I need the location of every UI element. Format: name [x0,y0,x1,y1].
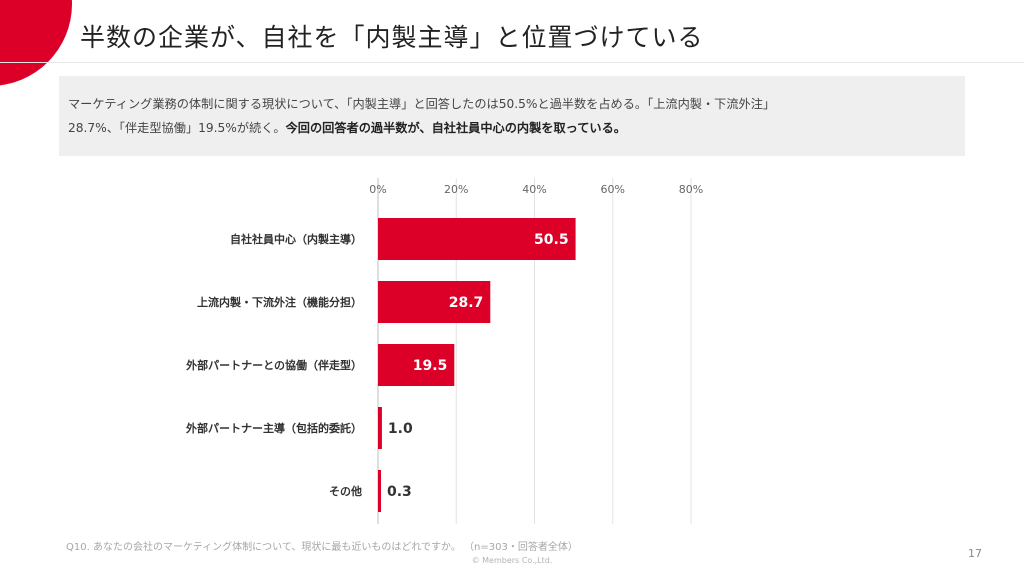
page-number: 17 [968,547,982,560]
summary-line-1: マーケティング業務の体制に関する現状について、「内製主導」と回答したのは50.5… [68,97,776,111]
x-tick-label: 20% [444,183,468,196]
data-label: 1.0 [388,421,413,437]
summary-bold-text: 今回の回答者の過半数が、自社社員中心の内製を取っている。 [285,121,626,135]
category-label: 上流内製・下流外注（機能分担） [197,295,362,309]
category-label: 外部パートナー主導（包括的委託） [185,421,362,435]
x-tick-label: 60% [601,183,625,196]
bar [378,281,491,323]
data-label: 19.5 [413,358,448,374]
category-label: その他 [329,484,362,498]
summary-regular-text: 28.7%、「伴走型協働」19.5%が続く。 [68,121,286,135]
question-footnote: Q10. あなたの会社のマーケティング体制について、現状に最も近いものはどれです… [66,542,578,553]
title-divider [0,62,1024,63]
bar [378,344,455,386]
bar [378,218,576,260]
corner-accent-shape [0,0,80,92]
summary-box: マーケティング業務の体制に関する現状について、「内製主導」と回答したのは50.5… [59,76,965,156]
slide-title: 半数の企業が、自社を「内製主導」と位置づけている [80,23,704,52]
x-tick-label: 80% [679,183,703,196]
category-label: 自社社員中心（内製主導） [230,232,362,246]
summary-line-2: 28.7%、「伴走型協働」19.5%が続く。今回の回答者の過半数が、自社社員中心… [68,116,955,140]
x-tick-label: 0% [369,183,386,196]
copyright-text: © Members Co.,Ltd. [471,556,553,565]
data-label: 28.7 [449,295,484,311]
x-tick-label: 40% [522,183,546,196]
category-label: 外部パートナーとの協働（伴走型） [185,358,362,372]
data-label: 50.5 [534,232,569,248]
bar [378,470,381,512]
data-label: 0.3 [387,484,412,500]
bar [378,407,382,449]
